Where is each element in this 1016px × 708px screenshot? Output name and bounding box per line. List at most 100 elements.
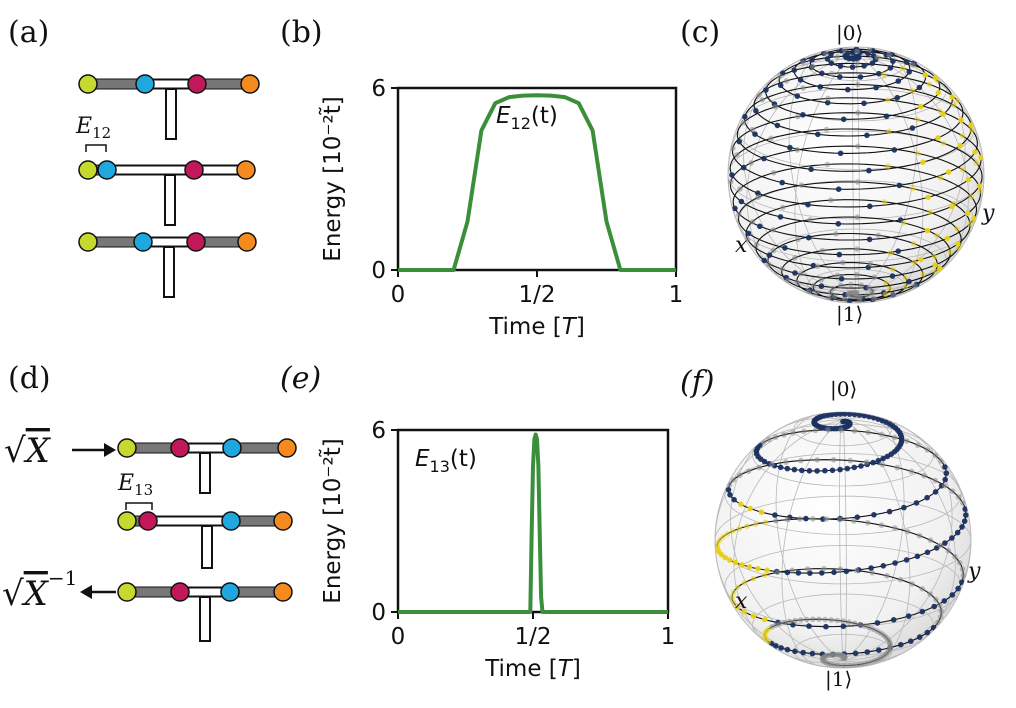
trajectory-point [825, 427, 831, 433]
bloch-y-label: y [967, 559, 981, 584]
site-dot [78, 160, 98, 180]
trajectory-point [805, 234, 812, 241]
trajectory-point [918, 103, 924, 110]
trajectory-point [901, 504, 907, 511]
coupling-bracket [125, 502, 153, 510]
t-junction-row-1 [78, 74, 260, 140]
trajectory-point [761, 155, 767, 162]
trajectory-point [807, 570, 813, 576]
trajectory-point [780, 204, 786, 211]
x-tick-label: 1/2 [518, 282, 555, 308]
trajectory-point [814, 457, 820, 463]
trajectory-point [854, 246, 860, 252]
trajectory-point [834, 617, 841, 624]
trajectory-point [856, 412, 863, 418]
trajectory-point [937, 265, 943, 272]
bloch-x-label: x [735, 589, 748, 614]
trajectory-point [866, 236, 873, 243]
trajectory-point [819, 570, 825, 576]
trajectory-point [720, 534, 726, 540]
trajectory-point [938, 458, 944, 464]
trajectory-point [840, 618, 847, 624]
trajectory-point [730, 599, 737, 606]
coupling-label-e12: E12 [75, 114, 111, 142]
trajectory-point [927, 591, 933, 597]
trajectory-point [904, 528, 911, 535]
trajectory-point [857, 74, 864, 80]
trajectory-point [842, 412, 848, 417]
trajectory-point [868, 290, 875, 297]
trajectory-point [803, 515, 809, 522]
trajectory-point [730, 145, 736, 151]
trajectory-point [902, 275, 909, 281]
trajectory-point [938, 608, 945, 614]
trajectory-point [828, 617, 835, 623]
panel-d-diagram: √X E13 √X−1 [2, 431, 297, 642]
trajectory-point [847, 457, 853, 464]
trajectory-point [736, 138, 743, 145]
trajectory-point [911, 259, 917, 266]
trajectory-point [861, 100, 867, 107]
site-dot [78, 74, 98, 94]
trajectory-point [932, 489, 939, 495]
trajectory-point [884, 453, 891, 460]
site-dot [135, 74, 155, 94]
trajectory-point [918, 256, 924, 263]
trajectory-point [798, 182, 805, 188]
trajectory-point [857, 294, 864, 300]
grid-meridian [855, 52, 966, 296]
trajectory-point [978, 154, 984, 161]
grid-meridian [794, 54, 857, 302]
trajectory-point [952, 553, 958, 560]
t-junction-row-2 [78, 160, 256, 226]
gate-label-sqrt-x: √X [4, 431, 52, 471]
trajectory-point [920, 159, 926, 165]
trajectory-point [878, 522, 885, 528]
trajectory-point [792, 270, 798, 276]
trajectory-point [941, 482, 948, 489]
trajectory-point [732, 205, 738, 212]
trajectory-point [831, 569, 837, 576]
trajectory-point [809, 650, 816, 657]
trajectory-point [794, 280, 801, 286]
trajectory-point [853, 271, 860, 278]
trajectory-point [824, 99, 831, 106]
trajectory-point [728, 179, 734, 185]
trajectory-point [871, 295, 877, 302]
series-label: E13(t) [415, 446, 477, 476]
trajectory-point [799, 467, 805, 474]
site-dot [184, 160, 204, 180]
trajectory-point [840, 655, 846, 662]
trajectory-point [933, 596, 939, 603]
trajectory-point [837, 466, 843, 473]
trajectory-point [798, 270, 804, 277]
trajectory-point [769, 461, 775, 468]
trajectory-point [805, 201, 811, 208]
site-dot [133, 232, 153, 252]
panel-label-b: (b) [280, 15, 323, 50]
trajectory-point [727, 492, 733, 498]
trajectory-point [834, 272, 841, 279]
trajectory-point [819, 70, 825, 77]
trajectory-point [914, 553, 921, 560]
trajectory-point [834, 53, 841, 60]
trajectory-point [794, 147, 801, 153]
trajectory-point [937, 614, 944, 620]
trajectory-point [932, 452, 939, 459]
trajectory-point [932, 268, 938, 275]
trajectory-point [755, 190, 761, 196]
trajectory-point [869, 60, 876, 66]
x-tick-label: 1/2 [514, 624, 551, 650]
panel-label-c: (c) [680, 15, 720, 50]
trajectory-point [819, 247, 826, 254]
trajectory-point [942, 540, 948, 546]
trajectory-point [833, 412, 839, 418]
trajectory-point [916, 532, 923, 539]
trajectory-point [761, 572, 768, 578]
trajectory-point [741, 609, 747, 615]
trajectory-point [770, 227, 777, 233]
trajectory-point [774, 122, 781, 129]
trajectory-point [772, 434, 779, 440]
trajectory-point [967, 220, 973, 227]
trajectory-point [795, 570, 802, 576]
